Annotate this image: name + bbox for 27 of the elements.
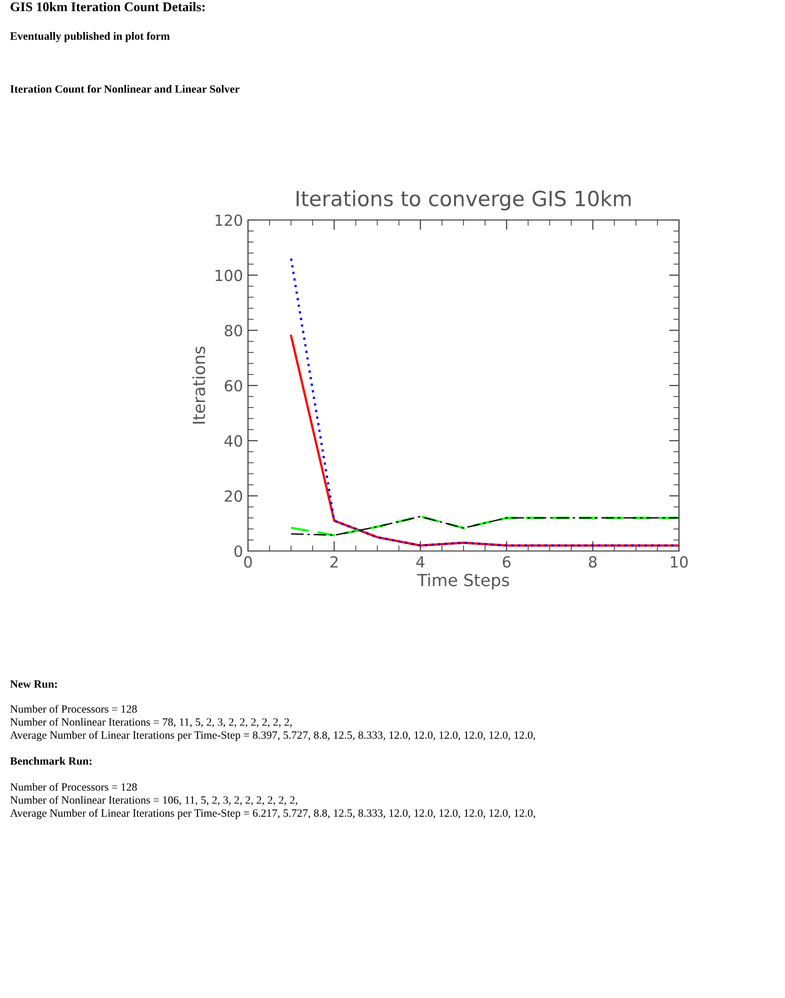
- y-tick-label: 80: [224, 324, 242, 336]
- text: Benchmark Run:: [10, 756, 92, 765]
- x-tick-label: 6: [502, 556, 510, 568]
- x-tick-label: 4: [416, 556, 424, 568]
- x-tick-label: 2: [330, 556, 338, 568]
- text: Eventually published in plot form: [10, 32, 170, 42]
- text: New Run:: [10, 680, 57, 688]
- x-tick-label: 8: [588, 556, 597, 568]
- x-axis-title: Time Steps: [417, 573, 510, 590]
- y-tick-label: 20: [224, 490, 242, 502]
- chart-title: Iterations to converge GIS 10km: [296, 190, 631, 210]
- text: Number of Processors = 128: [10, 704, 137, 713]
- y-tick-label: 40: [224, 435, 242, 447]
- y-axis-title: Iterations: [192, 346, 206, 424]
- y-tick-label: 100: [216, 270, 242, 282]
- y-tick-label: 120: [216, 214, 242, 226]
- text: Number of Nonlinear Iterations = 78, 11, 5, 2, 3, 2, 2, 2, 2, 2, 2,: [10, 718, 292, 728]
- text: GIS 10km Iteration Count Details:: [10, 2, 205, 12]
- text: Average Number of Linear Iterations per Time-Step = 8.397, 5.727, 8.8, 12.5, 8.333, 12.0, 12.0, 12.0, 12.0, 12.0, 12.0,: [10, 730, 536, 742]
- y-tick-label: 60: [224, 380, 242, 392]
- x-tick-label: 10: [670, 556, 688, 568]
- text: Iteration Count for Nonlinear and Linear Solver: [10, 84, 240, 93]
- text: Average Number of Linear Iterations per Time-Step = 6.217, 5.727, 8.8, 12.5, 8.333, 12.0, 12.0, 12.0, 12.0, 12.0, 12.0,: [10, 808, 536, 820]
- text: Number of Processors = 128: [10, 782, 137, 791]
- x-tick-label: 0: [244, 556, 252, 568]
- y-tick-label: 0: [234, 545, 242, 558]
- text: Number of Nonlinear Iterations = 106, 11, 5, 2, 3, 2, 2, 2, 2, 2, 2,: [10, 796, 298, 806]
